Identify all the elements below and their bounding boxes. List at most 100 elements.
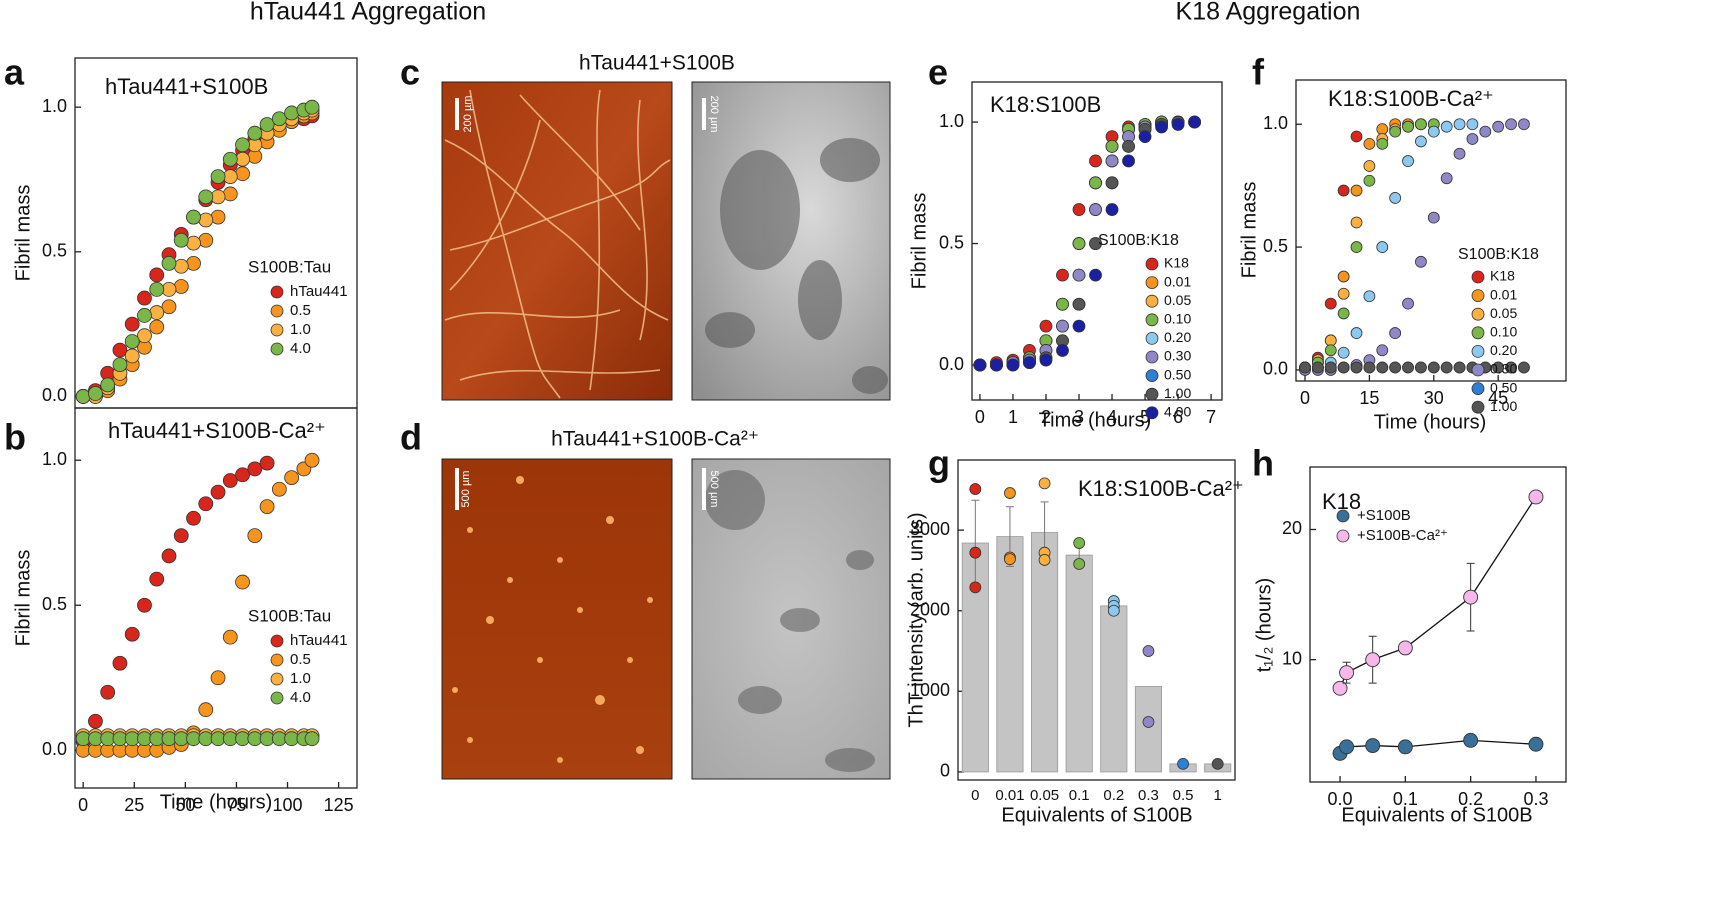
data-point	[1463, 589, 1479, 605]
data-point	[112, 655, 128, 671]
legend-marker	[1145, 276, 1159, 290]
data-point	[1006, 358, 1020, 372]
y-tick-label: 0.0	[939, 354, 964, 374]
x-tick-label: 100	[272, 795, 302, 815]
data-point	[1453, 118, 1466, 131]
data-point	[1363, 137, 1376, 150]
y-tick-label: 1000	[910, 680, 950, 700]
data-point	[186, 510, 201, 526]
data-point	[1089, 176, 1102, 190]
bar	[1065, 554, 1093, 773]
legend-marker	[1145, 406, 1159, 420]
legend-marker	[270, 342, 284, 356]
x-tick-label: 0.1	[1393, 789, 1418, 809]
x-tick-label: 0	[975, 407, 985, 427]
replicate-point	[1073, 537, 1086, 549]
data-point	[1463, 732, 1479, 748]
data-point	[1363, 160, 1376, 172]
legend-marker	[270, 285, 284, 299]
legend-marker	[1145, 387, 1159, 401]
x-axis-label: Equivalents of S100B	[1001, 804, 1192, 826]
panel-letter: g	[928, 443, 950, 484]
data-point	[1389, 361, 1402, 374]
data-point	[259, 117, 275, 132]
legend-marker	[1471, 289, 1485, 303]
data-point	[186, 235, 201, 251]
panel-title: hTau441+S100B-Ca²⁺	[108, 418, 326, 443]
legend-label: 0.01	[1164, 273, 1191, 289]
data-point	[137, 597, 152, 613]
data-point	[1528, 489, 1544, 505]
data-point	[1389, 327, 1402, 339]
legend-marker	[1145, 257, 1159, 271]
data-point	[1402, 120, 1414, 133]
data-point	[137, 328, 152, 344]
data-point	[259, 499, 275, 515]
data-point	[1440, 120, 1453, 133]
x-tick-label: 15	[1359, 388, 1379, 408]
panel-letter: f	[1252, 52, 1265, 93]
data-point	[88, 386, 103, 401]
x-tick-label: 7	[1206, 407, 1216, 427]
y-tick-label: 20	[1282, 518, 1302, 538]
data-point	[222, 151, 238, 167]
data-point	[271, 481, 287, 497]
data-point	[1440, 361, 1453, 374]
y-axis-label: Fibril mass	[12, 550, 34, 647]
data-point	[1339, 739, 1355, 755]
data-point	[1188, 115, 1201, 129]
legend-marker	[270, 323, 284, 337]
legend-label: 0.20	[1490, 342, 1517, 358]
y-axis-label: t₁/₂ (hours)	[1253, 578, 1275, 673]
legend-label: K18	[1490, 268, 1515, 284]
legend-title: S100B:Tau	[248, 257, 331, 276]
data-point	[1518, 118, 1530, 131]
data-point	[1105, 203, 1119, 216]
x-tick-label: 0	[1300, 388, 1310, 408]
panel-letter: e	[928, 52, 948, 93]
legend-marker	[1145, 294, 1159, 308]
data-point	[88, 713, 103, 729]
data-point	[990, 358, 1003, 372]
data-point	[1311, 361, 1324, 374]
data-point	[1089, 237, 1102, 250]
scale-bar	[702, 98, 706, 130]
y-axis-label: ThT intensity (arb. units)	[905, 512, 927, 727]
data-point	[1376, 241, 1389, 253]
data-point	[1415, 118, 1427, 131]
data-point	[75, 389, 91, 404]
y-tick-label: 0.0	[42, 739, 67, 759]
legend-label: 0.10	[1490, 324, 1517, 340]
x-axis-label: Time (hours)	[1039, 409, 1152, 431]
y-tick-label: 2000	[910, 599, 950, 619]
data-point	[1072, 297, 1086, 311]
replicate-point	[1004, 553, 1016, 566]
x-tick-label: 3	[1074, 407, 1084, 427]
data-point	[222, 186, 238, 202]
data-point	[1397, 739, 1413, 755]
legend-label: 0.30	[1164, 348, 1191, 364]
x-tick-label: 45	[1488, 388, 1508, 408]
data-point	[173, 258, 189, 274]
legend-label: 4.00	[1164, 404, 1191, 420]
data-point	[1350, 216, 1363, 229]
y-tick-label: 1.0	[42, 96, 67, 116]
legend-marker	[1145, 331, 1159, 345]
legend-title: S100B:Tau	[248, 606, 331, 625]
replicate-point	[1038, 477, 1051, 490]
data-point	[1415, 135, 1427, 148]
legend-marker	[1336, 509, 1350, 523]
data-point	[1072, 319, 1086, 333]
data-point	[161, 255, 177, 271]
section-header: hTau441 Aggregation	[250, 0, 486, 26]
data-point	[186, 209, 201, 225]
data-point	[198, 702, 214, 718]
data-point	[1466, 133, 1479, 145]
x-tick-label: 125	[324, 795, 354, 815]
replicate-point	[1177, 757, 1189, 770]
data-point	[137, 290, 152, 306]
data-point	[1350, 130, 1363, 143]
x-tick-label: 0	[78, 795, 88, 815]
x-tick-label: 6	[1173, 407, 1183, 427]
y-tick-label: 1.0	[42, 449, 67, 469]
